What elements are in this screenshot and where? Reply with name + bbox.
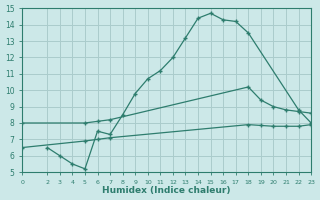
X-axis label: Humidex (Indice chaleur): Humidex (Indice chaleur) [102, 186, 231, 195]
